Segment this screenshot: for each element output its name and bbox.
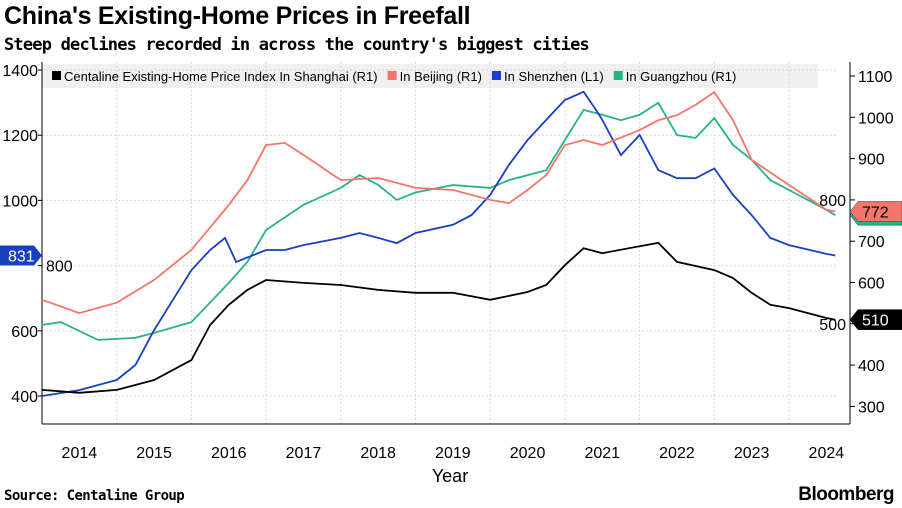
- bloomberg-logo: Bloomberg: [798, 484, 894, 505]
- left-tick-label: 400: [11, 389, 38, 406]
- x-tick-label: 2020: [510, 445, 546, 462]
- series-line-r1: [41, 241, 836, 394]
- series-line-r1: [41, 101, 836, 341]
- legend-swatch: [52, 71, 61, 80]
- x-tick-label: 2019: [435, 445, 471, 462]
- end-label-marker: [849, 201, 902, 222]
- left-tick-label: 800: [46, 259, 73, 276]
- right-tick-label: 300: [858, 399, 885, 416]
- series-line-l1: [41, 90, 836, 397]
- legend-swatch: [387, 71, 397, 80]
- right-tick-label: 600: [858, 276, 885, 293]
- legend-background: [42, 64, 818, 88]
- x-axis-label: Year: [432, 466, 468, 486]
- legend-swatch: [613, 71, 623, 80]
- right-tick-label: 1000: [858, 110, 894, 127]
- right-tick-label: 800: [819, 193, 846, 210]
- x-tick-label: 2015: [136, 445, 172, 462]
- right-tick-label: 500: [819, 317, 846, 334]
- legend-label: Centaline Existing-Home Price Index In S…: [64, 69, 378, 84]
- left-tick-label: 1000: [2, 193, 38, 210]
- end-label-value: 772: [862, 204, 889, 221]
- source-note: Source: Centaline Group: [4, 488, 185, 504]
- left-tick-label: 600: [11, 324, 38, 341]
- right-tick-label: 900: [858, 152, 885, 169]
- x-tick-label: 2023: [734, 445, 770, 462]
- x-tick-label: 2016: [211, 445, 247, 462]
- end-label-value: 831: [8, 248, 35, 265]
- legend-swatch: [491, 71, 501, 80]
- chart-title: China's Existing-Home Prices in Freefall: [4, 2, 471, 30]
- series-line-r1: [41, 90, 836, 315]
- left-tick-label: 1200: [2, 128, 38, 145]
- legend-label: In Shenzhen (L1): [504, 69, 604, 84]
- end-label-marker: [849, 309, 902, 330]
- x-tick-label: 2014: [62, 445, 98, 462]
- x-tick-label: 2022: [659, 445, 695, 462]
- right-tick-label: 400: [858, 358, 885, 375]
- legend-label: In Beijing (R1): [400, 69, 482, 84]
- end-label-marker: [0, 245, 42, 266]
- end-label-value: 510: [862, 313, 889, 330]
- chart-subtitle: Steep declines recorded in across the co…: [4, 35, 590, 55]
- left-tick-label: 1400: [2, 63, 38, 80]
- right-tick-label: 700: [858, 234, 885, 251]
- x-tick-label: 2021: [584, 445, 620, 462]
- x-tick-label: 2018: [360, 445, 396, 462]
- x-tick-label: 2024: [809, 445, 845, 462]
- legend-label: In Guangzhou (R1): [626, 69, 737, 84]
- x-tick-label: 2017: [286, 445, 322, 462]
- right-tick-label: 1100: [858, 69, 893, 86]
